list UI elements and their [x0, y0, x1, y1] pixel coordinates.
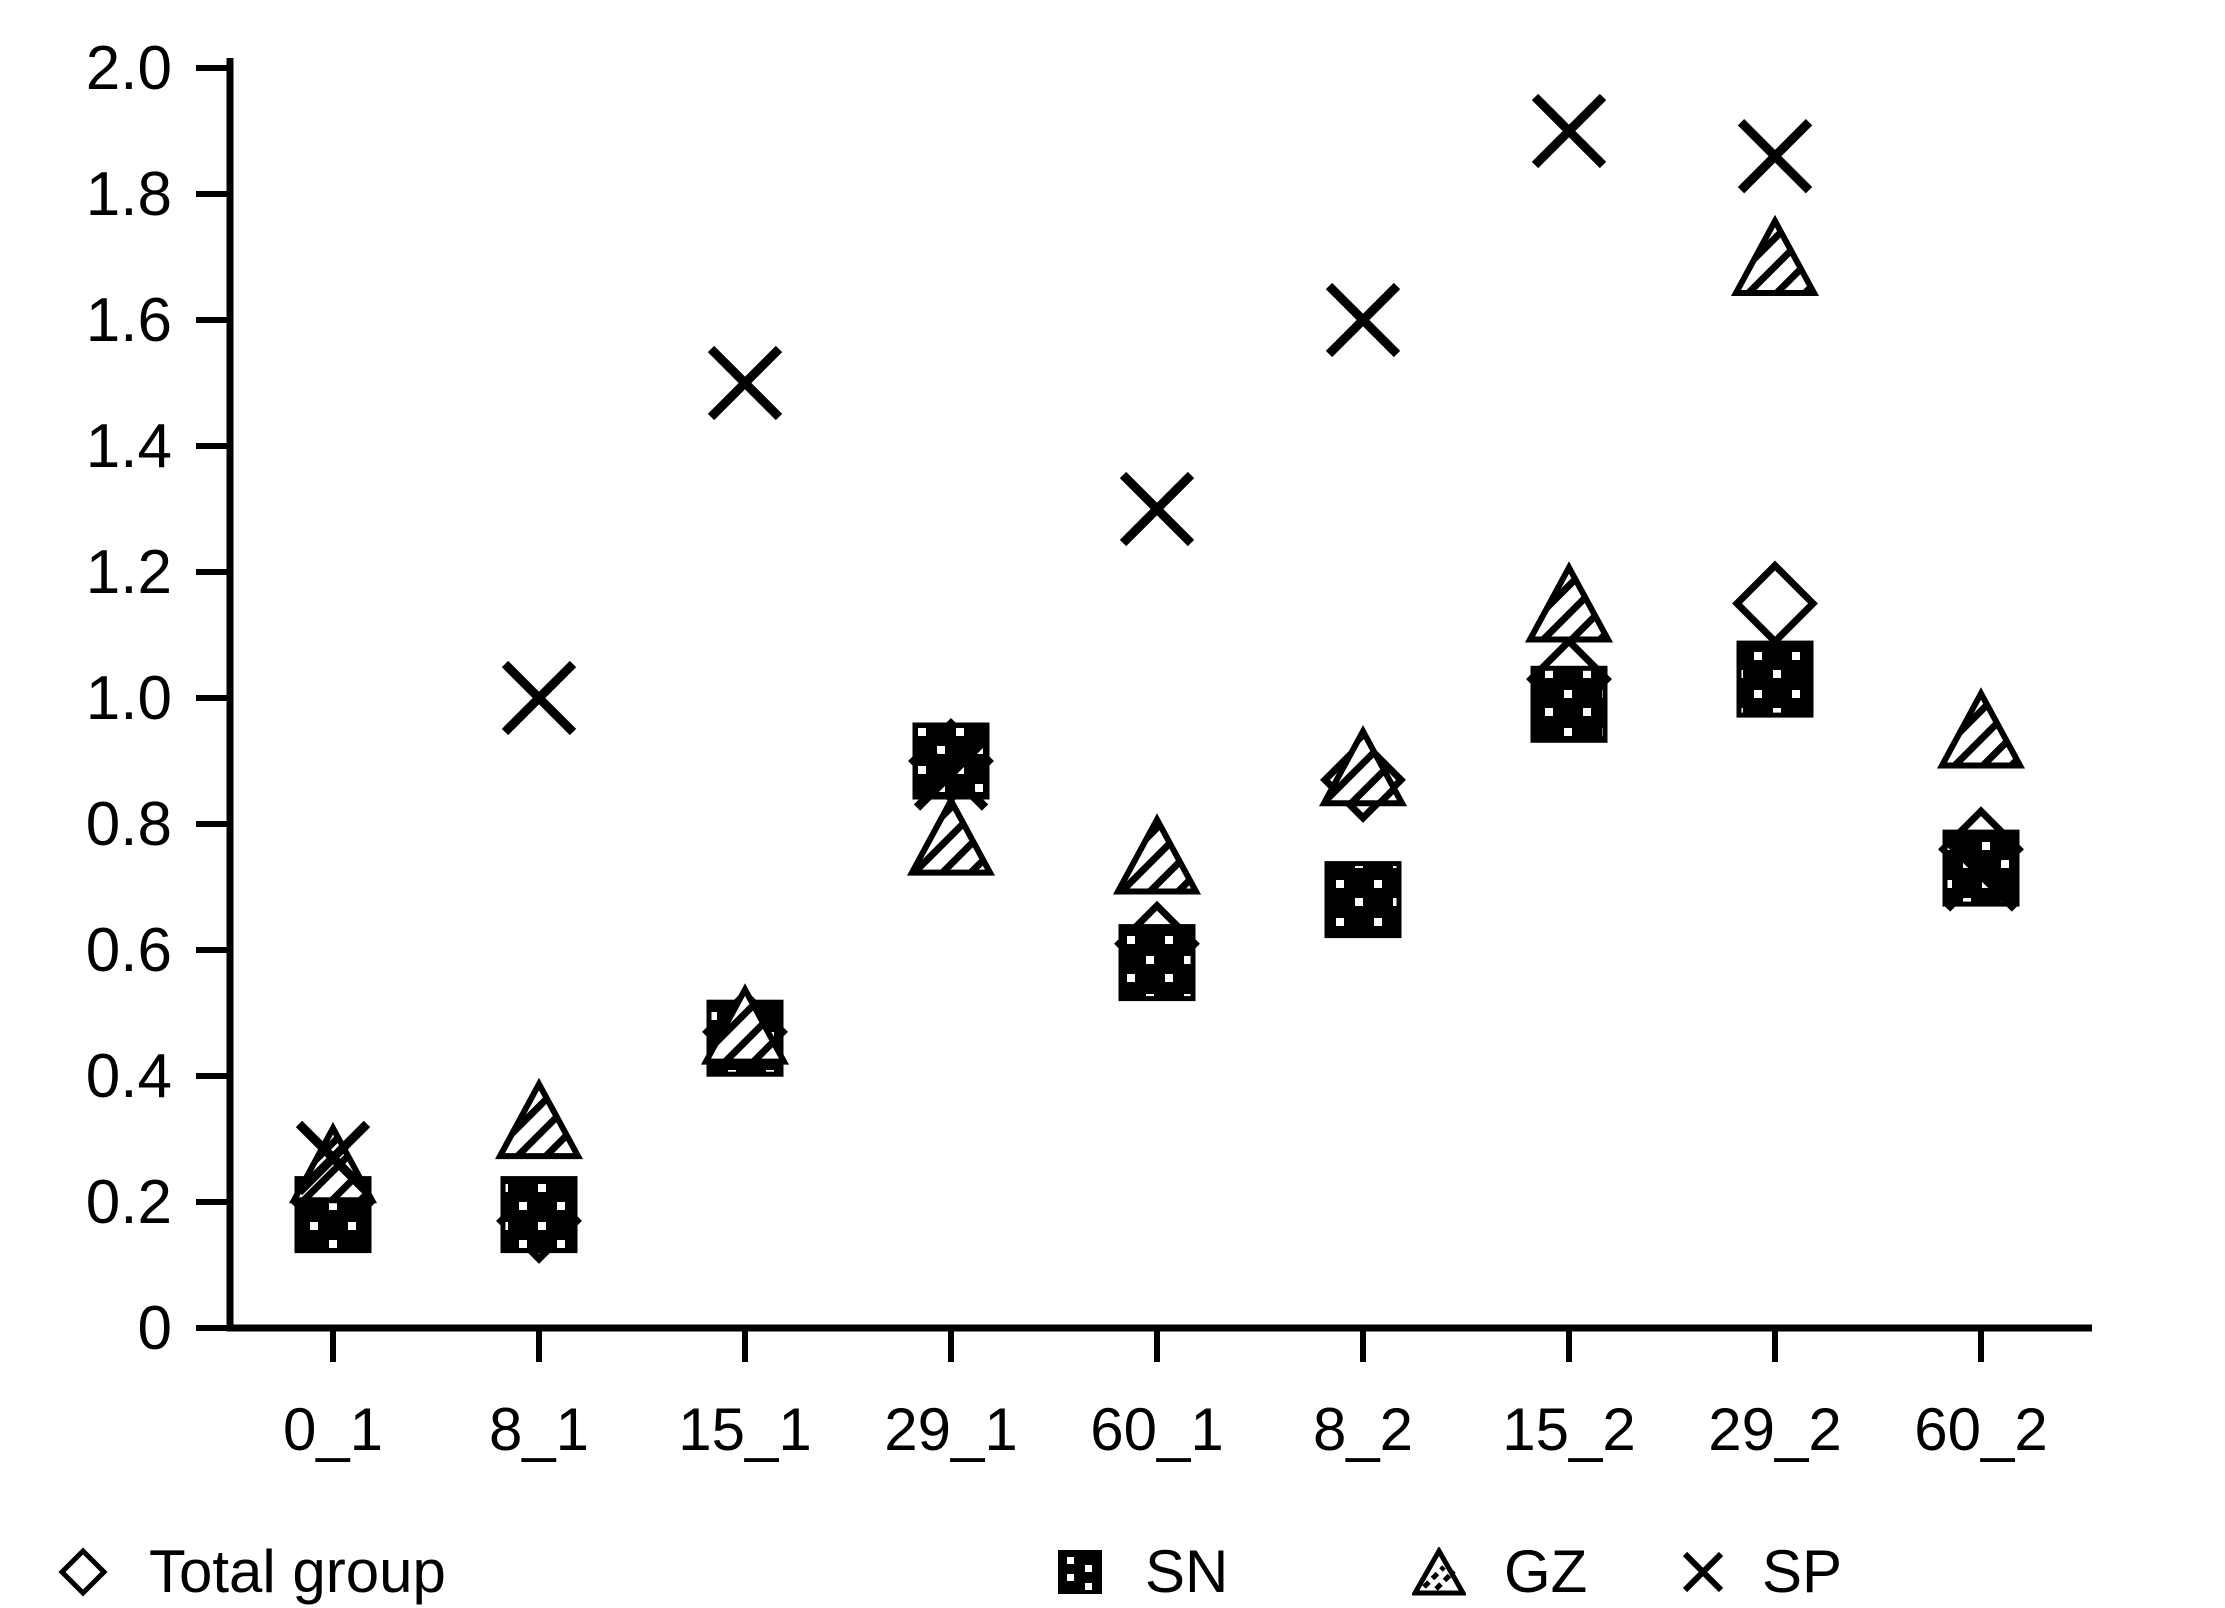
marker-sn-29_2	[1736, 640, 1814, 718]
x-axis-tick-label: 29_1	[884, 1396, 1017, 1463]
legend-item-sn: SN	[1055, 1538, 1228, 1606]
y-axis-tick-label: 1.6	[86, 286, 172, 355]
marker-sp-8_2	[1325, 282, 1401, 358]
marker-gz-29_1	[906, 794, 996, 876]
hatched-triangle-icon	[1412, 1547, 1466, 1596]
y-axis-tick-label: 0.8	[86, 790, 172, 859]
y-axis-tick-label: 0.2	[86, 1168, 172, 1237]
marker-sn-15_2	[1530, 665, 1608, 743]
legend-item-sp: SP	[1678, 1538, 1842, 1606]
x-cross-icon	[1682, 1551, 1724, 1593]
x-axis-tick-label: 8_2	[1313, 1396, 1413, 1463]
legend-label-sn: SN	[1145, 1538, 1229, 1605]
marker-gz-8_1	[494, 1077, 584, 1160]
marker-sp-60_2	[1943, 837, 2019, 912]
marker-gz-29_2	[1730, 214, 1820, 296]
legend-item-total-group: Total group	[55, 1538, 446, 1606]
x-axis-tick-label: 60_1	[1090, 1396, 1223, 1463]
marker-total-group-29_2	[1732, 560, 1818, 647]
legend-label-total-group: Total group	[149, 1538, 446, 1605]
legend-label-gz: GZ	[1504, 1538, 1588, 1605]
marker-gz-15_2	[1524, 561, 1614, 643]
marker-gz-15_1	[700, 983, 790, 1065]
y-axis-tick-label: 1.4	[86, 412, 172, 481]
marker-gz-8_2	[1318, 725, 1408, 807]
marker-sp-15_2	[1531, 93, 1607, 169]
x-axis-tick-label: 60_2	[1914, 1396, 2047, 1463]
marker-sp-15_1	[707, 345, 783, 421]
marker-sp-29_2	[1737, 119, 1813, 194]
marker-sn-29_1	[912, 722, 990, 800]
marker-sp-60_1	[1119, 471, 1195, 547]
y-axis-tick-label: 0.6	[86, 916, 172, 985]
x-axis-tick-label: 15_1	[678, 1396, 811, 1463]
open-diamond-icon	[58, 1547, 108, 1597]
x-axis-tick-label: 0_1	[283, 1396, 383, 1463]
marker-gz-60_1	[1112, 813, 1202, 895]
marker-sp-29_1	[913, 736, 989, 811]
dotted-square-icon	[1058, 1550, 1102, 1594]
marker-gz-60_2	[1936, 687, 2026, 769]
marker-sp-8_1	[501, 660, 577, 736]
legend-item-gz: GZ	[1412, 1538, 1587, 1606]
x-axis-tick-label: 29_2	[1708, 1396, 1841, 1463]
marker-sp-0_1	[295, 1120, 371, 1196]
marker-sn-8_1	[500, 1176, 578, 1254]
legend-label-sp: SP	[1762, 1538, 1843, 1605]
y-axis-tick-label: 0	[138, 1294, 172, 1363]
y-axis-tick-label: 0.4	[86, 1042, 172, 1111]
x-axis-tick-label: 8_1	[489, 1396, 589, 1463]
y-axis-tick-label: 1.2	[86, 538, 172, 607]
marker-sn-60_1	[1118, 924, 1196, 1002]
marker-sn-8_2	[1324, 861, 1402, 939]
y-axis-tick-label: 1.8	[86, 160, 172, 229]
y-axis-tick-label: 1.0	[86, 664, 172, 733]
x-axis-tick-label: 15_2	[1502, 1396, 1635, 1463]
y-axis-tick-label: 2.0	[86, 34, 172, 103]
